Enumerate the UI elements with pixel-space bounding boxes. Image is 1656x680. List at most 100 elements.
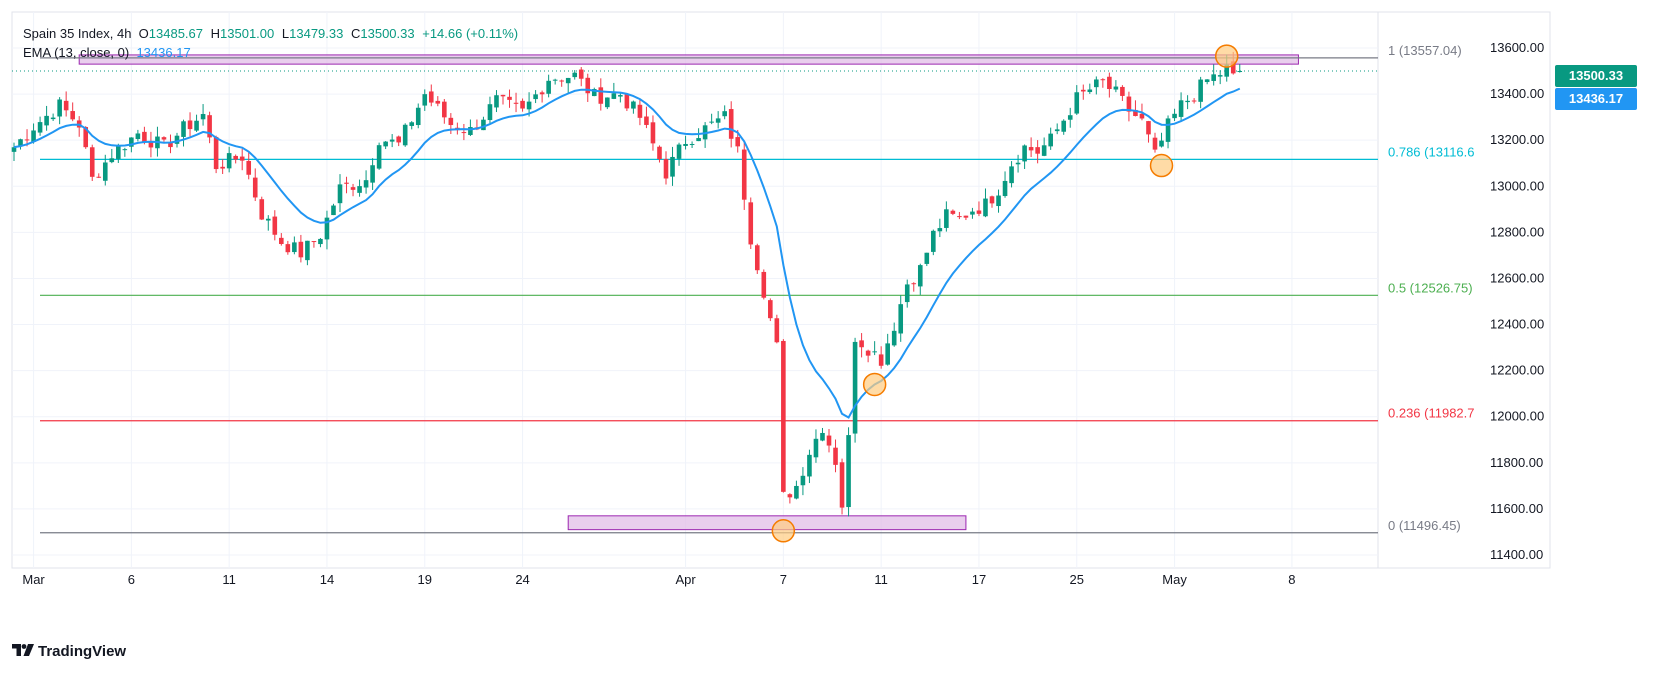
symbol-title[interactable]: Spain 35 Index, 4h [23, 26, 132, 41]
close-value: 13500.33 [360, 26, 415, 41]
candle-body [220, 166, 225, 169]
candle-body [63, 100, 69, 111]
candle-body [122, 149, 128, 151]
candle-body [689, 144, 695, 146]
ema-value: 13436.17 [136, 45, 191, 60]
candle-body [754, 245, 760, 271]
candle-body [24, 139, 30, 141]
candle-body [285, 244, 291, 253]
tradingview-brand[interactable]: TradingView [12, 643, 126, 660]
candle-body [422, 94, 428, 106]
x-tick-label: 8 [1288, 572, 1295, 587]
candle-body [102, 162, 108, 181]
candle-body [761, 271, 767, 298]
candle-body [1028, 147, 1034, 151]
candle-body [70, 111, 75, 120]
close-label: C [350, 26, 361, 41]
candle-body [1217, 75, 1223, 77]
highlight-circle [771, 519, 796, 543]
y-tick-label: 11600.00 [1490, 501, 1543, 516]
candle-body [917, 265, 923, 287]
candle-body [181, 121, 186, 137]
candle-body [161, 137, 167, 140]
candle-body [357, 186, 362, 193]
candle-body [305, 240, 310, 261]
ema-line-layer [13, 87, 1241, 419]
candle-body [539, 92, 545, 95]
candle-body [572, 72, 578, 78]
x-tick-label: 17 [972, 572, 986, 587]
x-tick-label: 25 [1070, 572, 1084, 587]
candle-body [448, 117, 454, 126]
candle-body [116, 146, 121, 159]
candle-body [389, 139, 395, 142]
candle-body [591, 89, 597, 97]
candle-body [989, 196, 995, 204]
fib-label: 0.236 (11982.7 [1388, 406, 1475, 421]
candle-body [585, 77, 591, 94]
candle-body [1211, 74, 1216, 81]
candle-body [187, 120, 193, 130]
highlight-zone [78, 54, 1299, 65]
candle-body [135, 133, 141, 140]
candle-body [970, 211, 975, 215]
candle-body [1152, 137, 1158, 150]
y-tick-label: 13400.00 [1490, 86, 1544, 101]
candle-body [748, 202, 754, 245]
candle-body [983, 198, 988, 217]
candle-body [376, 145, 382, 169]
legend-ema-row[interactable]: EMA (13, close, 0) 13436.17 [23, 43, 522, 62]
y-tick-label: 11400.00 [1490, 547, 1543, 562]
candle-body [781, 340, 786, 492]
candle-body [1054, 129, 1060, 132]
highlight-circle [862, 372, 887, 397]
candle-body [109, 158, 115, 163]
candle-body [963, 215, 969, 218]
low-value: 13479.33 [289, 26, 344, 41]
candle-body [265, 218, 271, 221]
candle-body [246, 160, 252, 175]
axes: 11400.00 11600.00 11800.00 12000.00 12200.00… [22, 40, 1544, 587]
candle-body [1126, 96, 1132, 112]
candle-body [494, 95, 499, 108]
candle-body [1172, 113, 1177, 119]
x-tick-label: 14 [320, 572, 334, 587]
candle-body [442, 101, 447, 118]
candles [11, 51, 1243, 517]
candle-body [663, 159, 669, 179]
candle-body [1230, 61, 1236, 74]
candle-body [559, 80, 564, 82]
candle-body [168, 142, 173, 148]
candle-body [898, 304, 904, 334]
candle-body [976, 210, 982, 214]
candle-body [735, 137, 741, 147]
candle-body [950, 210, 956, 214]
candle-body [833, 447, 838, 465]
candle-body [1002, 180, 1008, 197]
candle-body [1041, 145, 1047, 156]
candle-body [931, 230, 936, 252]
candle-body [1139, 113, 1145, 119]
candle-body [1178, 100, 1184, 117]
candle-body [846, 435, 851, 508]
candle-body [1224, 64, 1230, 77]
candle-body [350, 187, 356, 190]
y-tick-label: 13200.00 [1490, 132, 1544, 147]
candle-body [481, 119, 486, 131]
candle-body [435, 100, 441, 104]
plot-frame [11, 11, 1551, 569]
candle-body [402, 124, 408, 146]
candle-body [1074, 92, 1080, 114]
candle-body [911, 283, 917, 285]
y-tick-label: 13600.00 [1490, 40, 1544, 55]
ema-price-tag: 13436.17 [1555, 88, 1637, 110]
candle-body [415, 107, 421, 126]
candle-body [318, 238, 323, 245]
low-label: L [281, 26, 290, 41]
candle-body [279, 237, 284, 245]
candle-body [722, 111, 727, 117]
candle-body [728, 109, 734, 139]
candle-body [644, 116, 649, 125]
